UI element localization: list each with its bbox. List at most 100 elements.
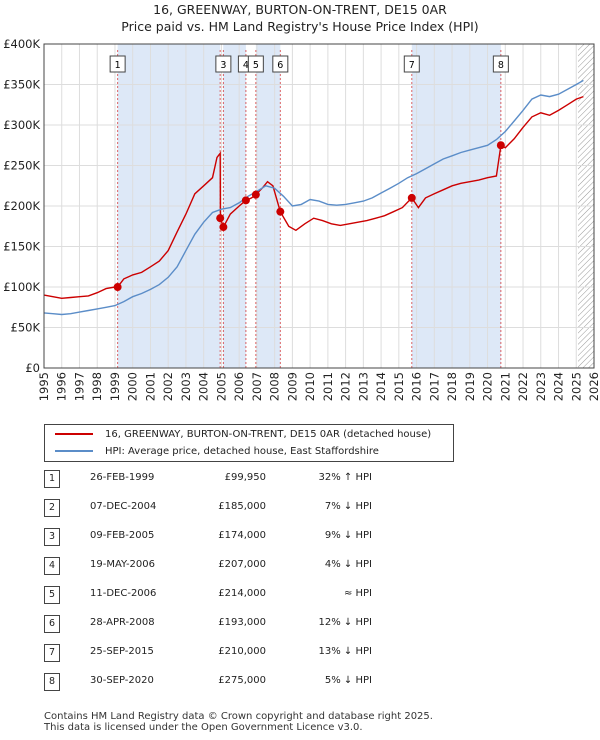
sale-price: £99,950 bbox=[224, 472, 266, 483]
sale-marker-box-label: 6 bbox=[277, 60, 283, 71]
sale-point-3 bbox=[219, 223, 228, 232]
sale-row: 6 28-APR-2008 £193,000 12% ↓ HPI bbox=[0, 615, 600, 635]
sale-row: 4 19-MAY-2006 £207,000 4% ↓ HPI bbox=[0, 557, 600, 577]
x-tick-label: 2019 bbox=[463, 372, 477, 401]
sale-price: £214,000 bbox=[218, 588, 266, 599]
sale-marker-box-frame bbox=[403, 55, 420, 73]
footer-copyright: Contains HM Land Registry data © Crown c… bbox=[44, 711, 433, 722]
legend-swatch-hpi bbox=[55, 450, 93, 452]
sale-point-7 bbox=[407, 193, 416, 202]
sale-row: 5 11-DEC-2006 £214,000 ≈ HPI bbox=[0, 586, 600, 606]
sale-date: 28-APR-2008 bbox=[90, 617, 155, 628]
sale-marker-box-1: 1 bbox=[109, 55, 126, 73]
sale-row: 1 26-FEB-1999 £99,950 32% ↑ HPI bbox=[0, 470, 600, 490]
x-tick-label: 1999 bbox=[108, 372, 122, 401]
chart-title: 16, GREENWAY, BURTON-ON-TRENT, DE15 0AR bbox=[153, 2, 447, 17]
sale-price: £207,000 bbox=[218, 559, 266, 570]
x-tick-label: 2018 bbox=[445, 372, 459, 401]
sale-date: 19-MAY-2006 bbox=[90, 559, 156, 570]
sale-hpi-diff: 9% ↓ HPI bbox=[324, 530, 372, 541]
sale-number: 7 bbox=[44, 644, 60, 662]
x-tick-label: 2024 bbox=[552, 372, 566, 401]
series-line-price bbox=[43, 95, 584, 300]
x-tick-label: 2001 bbox=[143, 372, 157, 401]
sale-marker-box-label: 8 bbox=[498, 60, 504, 71]
x-tick-label: 2009 bbox=[285, 372, 299, 401]
x-tick-label: 2015 bbox=[392, 372, 406, 401]
sale-hpi-diff: 32% ↑ HPI bbox=[318, 472, 372, 483]
sale-marker-box-frame bbox=[492, 55, 509, 73]
sale-hpi-diff: ≈ HPI bbox=[343, 588, 372, 599]
x-tick-label: 2025 bbox=[569, 372, 583, 401]
sale-price: £193,000 bbox=[218, 617, 266, 628]
x-tick-label: 2021 bbox=[498, 372, 512, 401]
x-tick-label: 1995 bbox=[37, 372, 51, 401]
sale-hpi-diff: 5% ↓ HPI bbox=[324, 675, 372, 686]
sale-date: 09-FEB-2005 bbox=[90, 530, 155, 541]
sale-hpi-diff: 12% ↓ HPI bbox=[318, 617, 372, 628]
sale-row: 7 25-SEP-2015 £210,000 13% ↓ HPI bbox=[0, 644, 600, 664]
x-tick-label: 2005 bbox=[214, 372, 228, 401]
y-tick-label: £0 bbox=[25, 361, 40, 375]
sale-point-5 bbox=[251, 190, 260, 199]
footer-licence: This data is licensed under the Open Gov… bbox=[44, 722, 363, 733]
sale-marker-box-5: 5 bbox=[247, 55, 264, 73]
x-tick-label: 2017 bbox=[427, 372, 441, 401]
series-line-hpi bbox=[43, 79, 584, 316]
sale-number: 2 bbox=[44, 499, 60, 517]
sale-number: 5 bbox=[44, 586, 60, 604]
sale-row: 2 07-DEC-2004 £185,000 7% ↓ HPI bbox=[0, 499, 600, 519]
sale-date: 07-DEC-2004 bbox=[90, 501, 157, 512]
chart-subtitle: Price paid vs. HM Land Registry's House … bbox=[121, 19, 478, 34]
sale-price: £185,000 bbox=[218, 501, 266, 512]
sale-date: 30-SEP-2020 bbox=[90, 675, 154, 686]
sale-marker-box-frame bbox=[109, 55, 126, 73]
legend-label-price: 16, GREENWAY, BURTON-ON-TRENT, DE15 0AR … bbox=[105, 429, 432, 440]
sale-point-4 bbox=[241, 196, 250, 205]
sale-marker-box-label: 5 bbox=[253, 60, 259, 71]
x-tick-label: 2026 bbox=[587, 372, 600, 401]
legend-item-price: 16, GREENWAY, BURTON-ON-TRENT, DE15 0AR … bbox=[55, 427, 431, 443]
x-tick-label: 2006 bbox=[232, 372, 246, 401]
sale-marker-box-label: 1 bbox=[115, 60, 121, 71]
x-tick-label: 2000 bbox=[126, 372, 140, 401]
y-tick-label: £150K bbox=[3, 240, 40, 254]
x-tick-label: 1998 bbox=[90, 372, 104, 401]
sale-number: 3 bbox=[44, 528, 60, 546]
x-tick-label: 2003 bbox=[179, 372, 193, 401]
sale-number: 4 bbox=[44, 557, 60, 575]
y-tick-label: £300K bbox=[3, 118, 40, 132]
sale-date: 26-FEB-1999 bbox=[90, 472, 155, 483]
sale-hpi-diff: 13% ↓ HPI bbox=[318, 646, 372, 657]
sale-date: 11-DEC-2006 bbox=[90, 588, 157, 599]
x-tick-label: 2004 bbox=[197, 372, 211, 401]
plot-frame bbox=[43, 43, 595, 369]
x-tick-label: 2013 bbox=[356, 372, 370, 401]
sale-date: 25-SEP-2015 bbox=[90, 646, 154, 657]
sale-marker-box-frame bbox=[272, 55, 289, 73]
footer: Contains HM Land Registry data © Crown c… bbox=[44, 711, 433, 733]
x-tick-label: 2011 bbox=[321, 372, 335, 401]
chart-legend: 16, GREENWAY, BURTON-ON-TRENT, DE15 0AR … bbox=[44, 424, 454, 462]
x-tick-label: 2014 bbox=[374, 372, 388, 401]
x-tick-label: 2010 bbox=[303, 372, 317, 401]
sale-point-2 bbox=[216, 214, 225, 223]
y-tick-label: £100K bbox=[3, 280, 40, 294]
x-tick-label: 2002 bbox=[161, 372, 175, 401]
y-tick-label: £350K bbox=[3, 78, 40, 92]
x-tick-label: 2008 bbox=[268, 372, 282, 401]
sale-marker-box-8: 8 bbox=[492, 55, 509, 73]
x-tick-label: 2020 bbox=[481, 372, 495, 401]
sale-hpi-diff: 7% ↓ HPI bbox=[324, 501, 372, 512]
sale-row: 8 30-SEP-2020 £275,000 5% ↓ HPI bbox=[0, 673, 600, 693]
sale-marker-box-label: 3 bbox=[220, 60, 226, 71]
y-tick-label: £400K bbox=[3, 37, 40, 51]
y-tick-label: £200K bbox=[3, 199, 40, 213]
sale-price: £174,000 bbox=[218, 530, 266, 541]
y-tick-label: £50K bbox=[11, 321, 41, 335]
price-chart: 16, GREENWAY, BURTON-ON-TRENT, DE15 0AR … bbox=[3, 2, 600, 401]
sale-number: 8 bbox=[44, 673, 60, 691]
sale-point-6 bbox=[276, 207, 285, 216]
sale-number: 1 bbox=[44, 470, 60, 488]
sale-marker-box-label: 4 bbox=[243, 60, 249, 71]
